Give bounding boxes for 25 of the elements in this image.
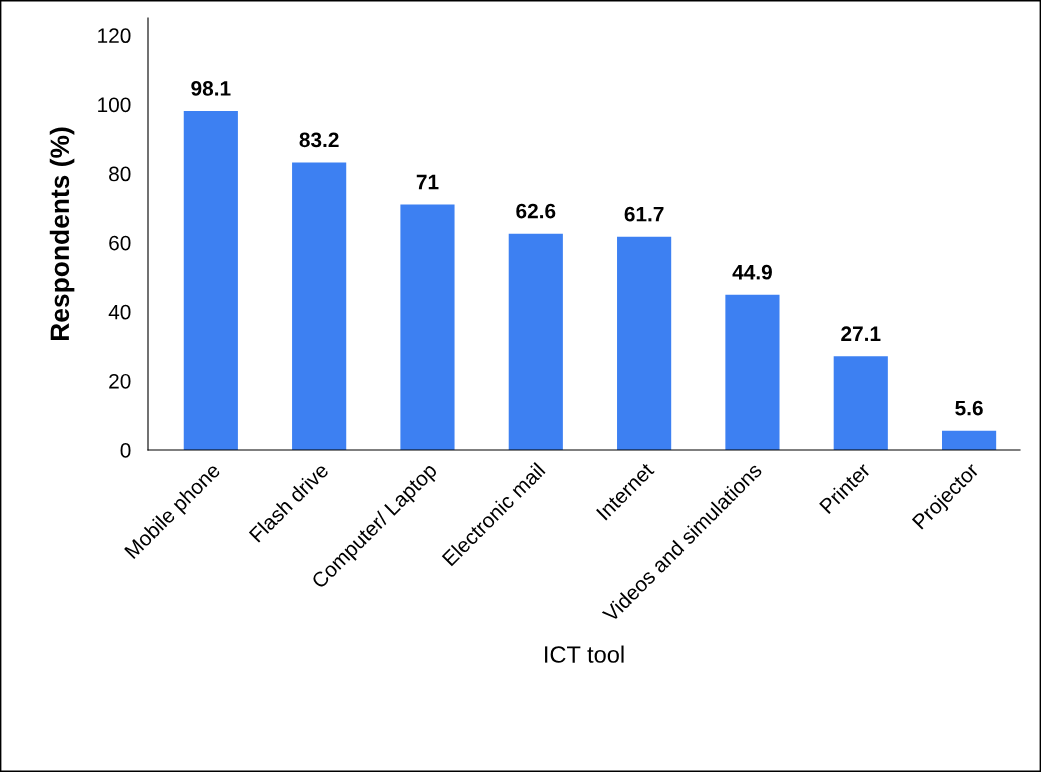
y-axis-title: Respondents (%) bbox=[49, 127, 75, 340]
y-tick-label: 40 bbox=[108, 304, 131, 320]
data-label: 71 bbox=[416, 174, 439, 190]
bar bbox=[833, 356, 888, 450]
bar bbox=[292, 162, 347, 450]
data-label: 83.2 bbox=[299, 132, 339, 148]
y-tick-label: 0 bbox=[120, 443, 131, 458]
data-label: 5.6 bbox=[955, 400, 983, 416]
y-tick-label: 60 bbox=[109, 235, 131, 251]
data-label: 62.6 bbox=[516, 203, 556, 219]
bar bbox=[942, 430, 997, 450]
data-label: 44.9 bbox=[732, 264, 772, 280]
y-tick-label: 80 bbox=[109, 166, 131, 182]
data-label: 27.1 bbox=[841, 326, 881, 341]
y-tick-label: 100 bbox=[98, 97, 131, 113]
data-label: 61.7 bbox=[624, 206, 664, 222]
bar bbox=[183, 110, 238, 450]
bar bbox=[617, 236, 672, 450]
x-axis-title: ICT tool bbox=[545, 645, 624, 663]
bar bbox=[725, 294, 780, 450]
bar bbox=[400, 204, 455, 450]
data-label: 98.1 bbox=[191, 80, 231, 96]
bar bbox=[508, 233, 563, 450]
y-tick-label: 20 bbox=[109, 373, 131, 389]
y-tick-label: 120 bbox=[98, 28, 131, 44]
